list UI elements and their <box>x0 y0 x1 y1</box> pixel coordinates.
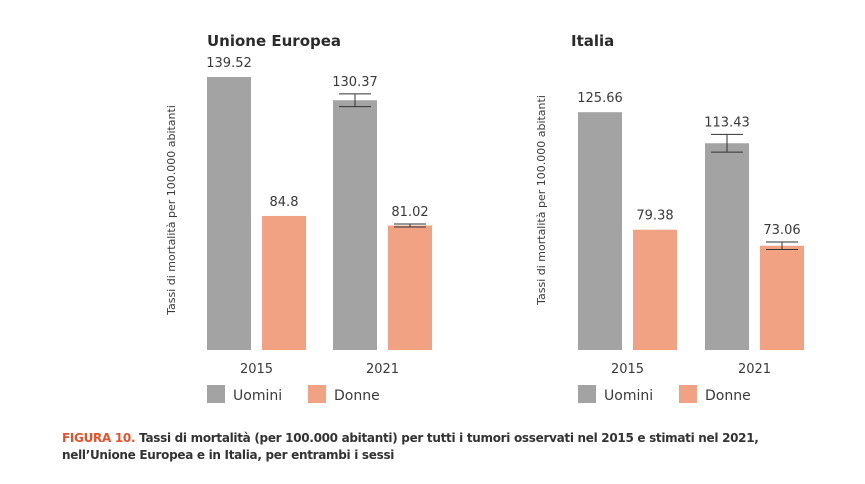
bar-ue-uomini-2021 <box>333 100 377 350</box>
y-axis-label-ue: Tassi di mortalità per 100.000 abitanti <box>165 105 178 316</box>
legend-swatch-it-donne <box>679 385 697 403</box>
bar-it-uomini-2021 <box>705 143 749 350</box>
data-label-ue-uomini-2015: 139.52 <box>206 56 252 71</box>
legend-label-ue-donne: Donne <box>334 388 380 404</box>
legend-swatch-ue-uomini <box>207 385 225 403</box>
figure-caption-text: Tassi di mortalità (per 100.000 abitanti… <box>62 431 759 462</box>
figure-caption: FIGURA 10. Tassi di mortalità (per 100.0… <box>62 430 822 464</box>
data-label-it-donne-2015: 79.38 <box>636 209 673 224</box>
legend-swatch-ue-donne <box>308 385 326 403</box>
data-label-ue-uomini-2021: 130.37 <box>332 75 378 90</box>
legend-label-ue-uomini: Uomini <box>233 388 282 404</box>
bar-it-donne-2015 <box>633 229 677 350</box>
data-label-it-uomini-2021: 113.43 <box>704 115 750 130</box>
legend-label-it-uomini: Uomini <box>604 388 653 404</box>
x-tick-it-2015: 2015 <box>611 362 644 377</box>
x-tick-it-2021: 2021 <box>738 362 771 377</box>
chart-title-it: Italia <box>571 32 614 50</box>
x-tick-ue-2021: 2021 <box>366 362 399 377</box>
data-label-ue-donne-2021: 81.02 <box>391 205 428 220</box>
data-label-ue-donne-2015: 84.8 <box>270 195 299 210</box>
legend-label-it-donne: Donne <box>705 388 751 404</box>
bar-it-uomini-2015 <box>578 112 622 350</box>
figure-label: FIGURA 10. <box>62 431 136 445</box>
bar-ue-uomini-2015 <box>207 77 251 350</box>
bar-ue-donne-2021 <box>388 225 432 350</box>
legend-swatch-it-uomini <box>578 385 596 403</box>
data-label-it-uomini-2015: 125.66 <box>577 91 623 106</box>
chart-title-ue: Unione Europea <box>207 32 341 50</box>
bar-ue-donne-2015 <box>262 215 306 350</box>
x-tick-ue-2015: 2015 <box>240 362 273 377</box>
y-axis-label-it: Tassi di mortalità per 100.000 abitanti <box>535 95 548 306</box>
bar-it-donne-2021 <box>760 245 804 350</box>
data-label-it-donne-2021: 73.06 <box>763 223 800 238</box>
